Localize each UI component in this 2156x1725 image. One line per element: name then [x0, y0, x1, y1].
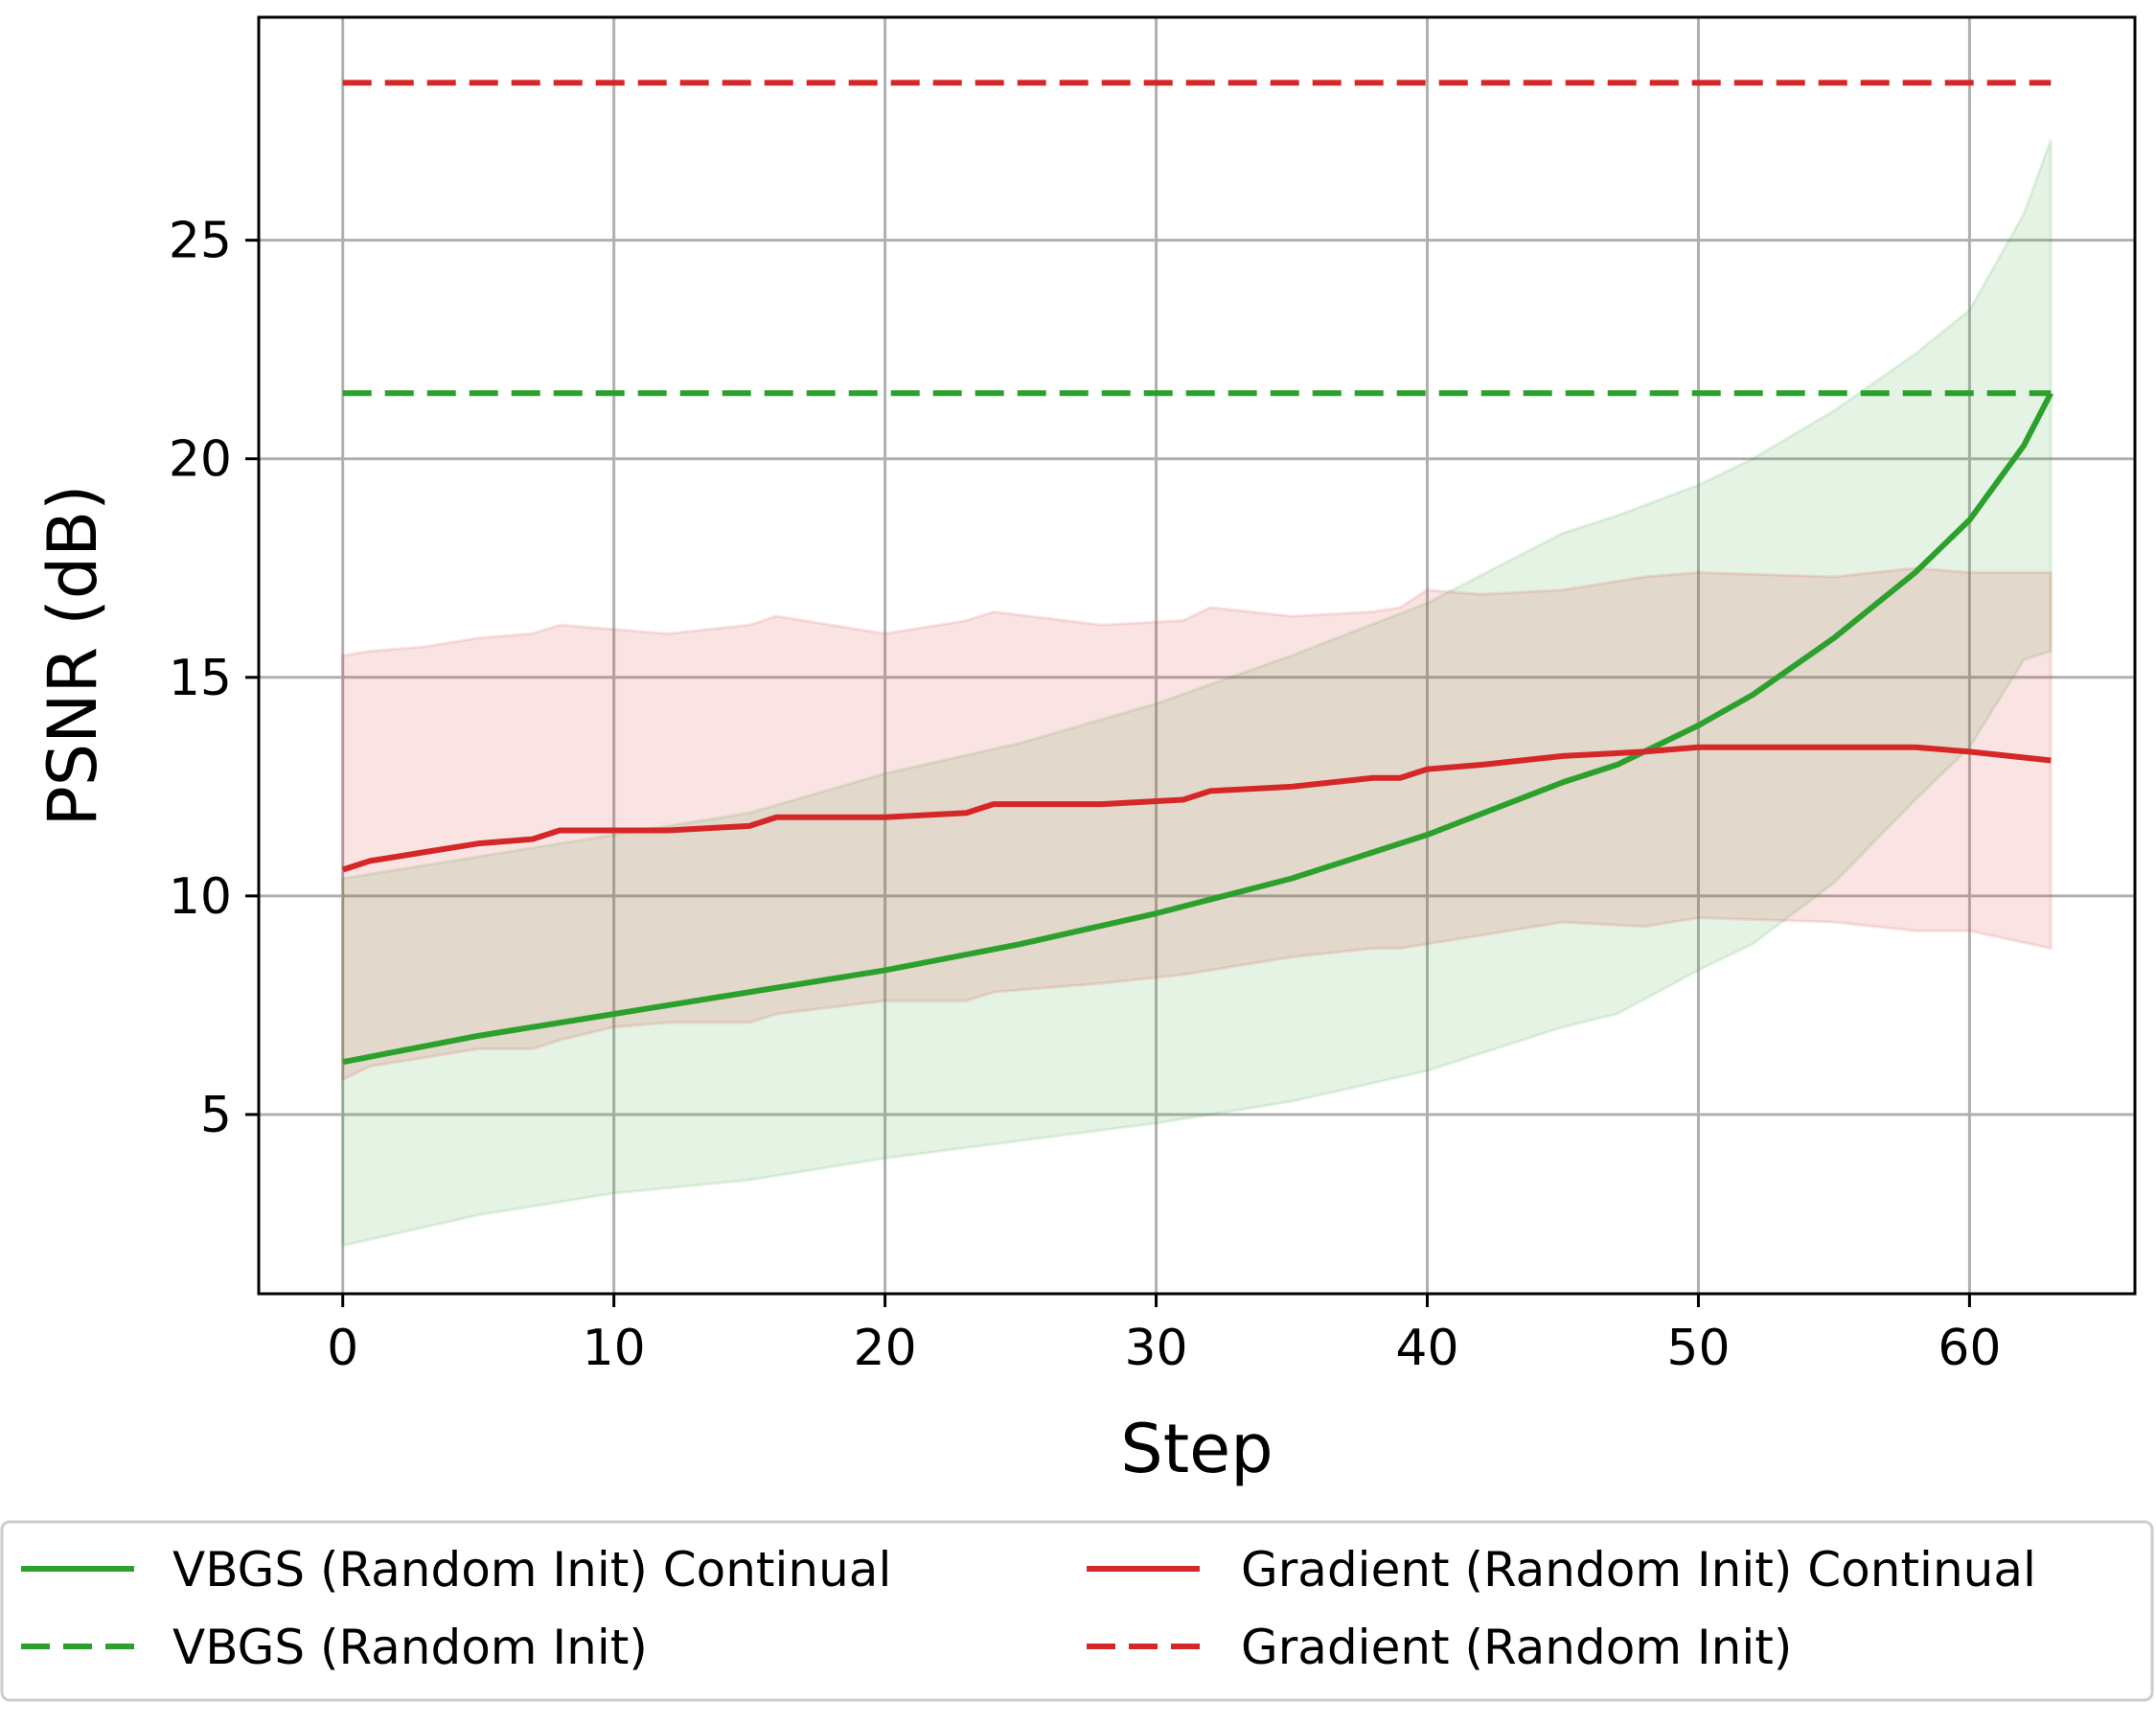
axis-ticks: 0 10 20 30 40 50 60 5 10 15 20 25: [169, 213, 2002, 1377]
y-tick-label: 10: [169, 868, 232, 926]
legend-label-vbgs-continual: VBGS (Random Init) Continual: [172, 1542, 891, 1598]
legend-label-gradient-continual: Gradient (Random Init) Continual: [1241, 1542, 2036, 1598]
x-tick-label: 0: [327, 1320, 358, 1377]
band-gradient-random-init-continual: [341, 566, 2053, 1082]
plot-frame: [257, 15, 2137, 1296]
line-gradient-random-init-continual: [341, 744, 2052, 873]
series-lines: [341, 80, 2053, 1066]
line-vbgs-random-init-continual: [342, 391, 2053, 1066]
y-tick-label: 20: [169, 431, 232, 489]
x-tick-label: 30: [1124, 1320, 1187, 1377]
y-tick-label: 25: [169, 213, 232, 270]
y-tick-label: 15: [169, 650, 232, 707]
legend-box: [0, 1520, 2154, 1702]
x-tick-label: 20: [854, 1320, 917, 1377]
y-tick-label: 5: [200, 1087, 232, 1144]
legend-label-vbgs: VBGS (Random Init): [172, 1620, 648, 1675]
legend-label-gradient: Gradient (Random Init): [1241, 1620, 1792, 1675]
x-axis-title: Step: [1120, 1410, 1273, 1488]
confidence-bands: [341, 139, 2053, 1248]
grid-lines: [259, 17, 2135, 1294]
x-tick-label: 50: [1666, 1320, 1730, 1377]
y-axis-title: PSNR (dB): [34, 485, 112, 827]
x-tick-label: 10: [583, 1320, 646, 1377]
legend: VBGS (Random Init) Continual VBGS (Rando…: [0, 1520, 2154, 1702]
x-tick-label: 40: [1395, 1320, 1458, 1377]
x-tick-label: 60: [1938, 1320, 2001, 1377]
band-vbgs-random-init-continual: [341, 139, 2053, 1248]
